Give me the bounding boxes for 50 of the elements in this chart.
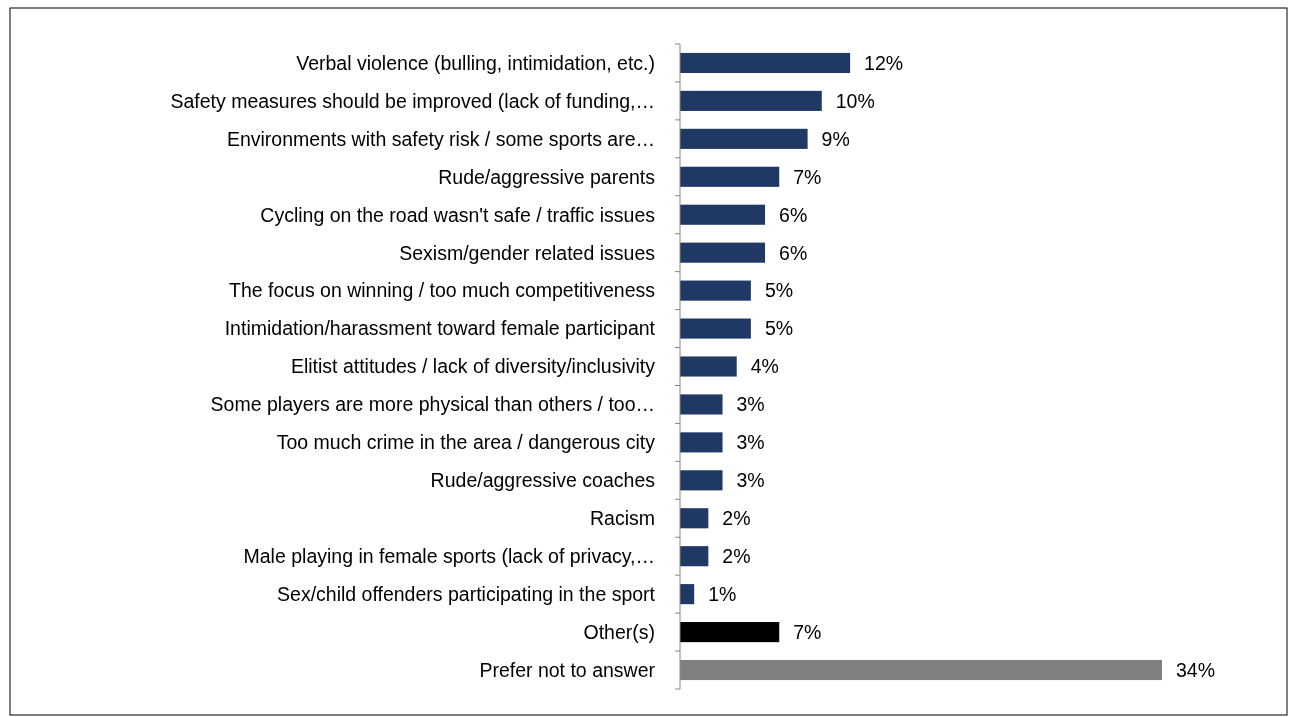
data-label: 34% — [1176, 658, 1216, 681]
bar — [680, 508, 709, 529]
y-tick-label: Sex/child offenders participating in the sport — [277, 582, 656, 605]
y-tick-label: Verbal violence (bulling, intimidation, etc.) — [296, 51, 655, 74]
y-tick-label: Environments with safety risk / some sports are… — [226, 127, 655, 150]
y-tick-label: Intimidation/harassment toward female participant — [224, 317, 656, 340]
data-label: 10% — [835, 89, 875, 112]
data-label: 6% — [779, 203, 808, 226]
data-label: 1% — [708, 582, 737, 605]
bar — [680, 166, 780, 187]
data-label: 4% — [750, 355, 779, 378]
bar — [680, 622, 780, 643]
bar — [680, 394, 723, 415]
data-label: 3% — [736, 469, 765, 492]
bar — [680, 318, 751, 339]
data-label: 5% — [764, 317, 794, 340]
bar — [680, 280, 751, 301]
bar — [680, 470, 723, 491]
y-tick-label: Elitist attitudes / lack of diversity/inclusivity — [290, 355, 656, 378]
data-label: 2% — [722, 545, 751, 568]
bar — [680, 128, 808, 149]
y-tick-label: Some players are more physical than others / too… — [210, 393, 655, 416]
y-tick-label: The focus on winning / too much competitiveness — [229, 279, 656, 302]
bar — [680, 90, 822, 111]
data-label: 5% — [764, 279, 794, 302]
data-label: 9% — [821, 127, 850, 150]
y-tick-label: Too much crime in the area / dangerous city — [276, 431, 656, 454]
y-tick-label: Racism — [589, 507, 655, 530]
data-label: 3% — [736, 393, 765, 416]
data-label: 12% — [864, 51, 904, 74]
y-tick-label: Other(s) — [583, 620, 655, 643]
y-tick-label: Rude/aggressive coaches — [430, 469, 656, 492]
y-tick-label: Male playing in female sports (lack of privacy,… — [243, 545, 655, 568]
y-tick-label: Rude/aggressive parents — [438, 165, 656, 188]
data-label: 3% — [736, 431, 765, 454]
y-tick-label: Safety measures should be improved (lack of funding,… — [170, 89, 655, 112]
y-tick-label: Sexism/gender related issues — [399, 241, 656, 264]
data-label: 7% — [793, 165, 822, 188]
bar — [680, 52, 851, 74]
bar — [680, 584, 695, 605]
bar — [680, 242, 766, 263]
bar — [680, 204, 766, 225]
bar — [680, 356, 737, 377]
bar — [680, 432, 723, 453]
bar — [680, 546, 709, 567]
y-tick-label: Cycling on the road wasn't safe / traffic issues — [260, 203, 656, 226]
data-label: 7% — [793, 620, 822, 643]
y-tick-label: Prefer not to answer — [479, 658, 656, 681]
data-label: 2% — [722, 507, 751, 530]
data-label: 6% — [779, 241, 808, 264]
